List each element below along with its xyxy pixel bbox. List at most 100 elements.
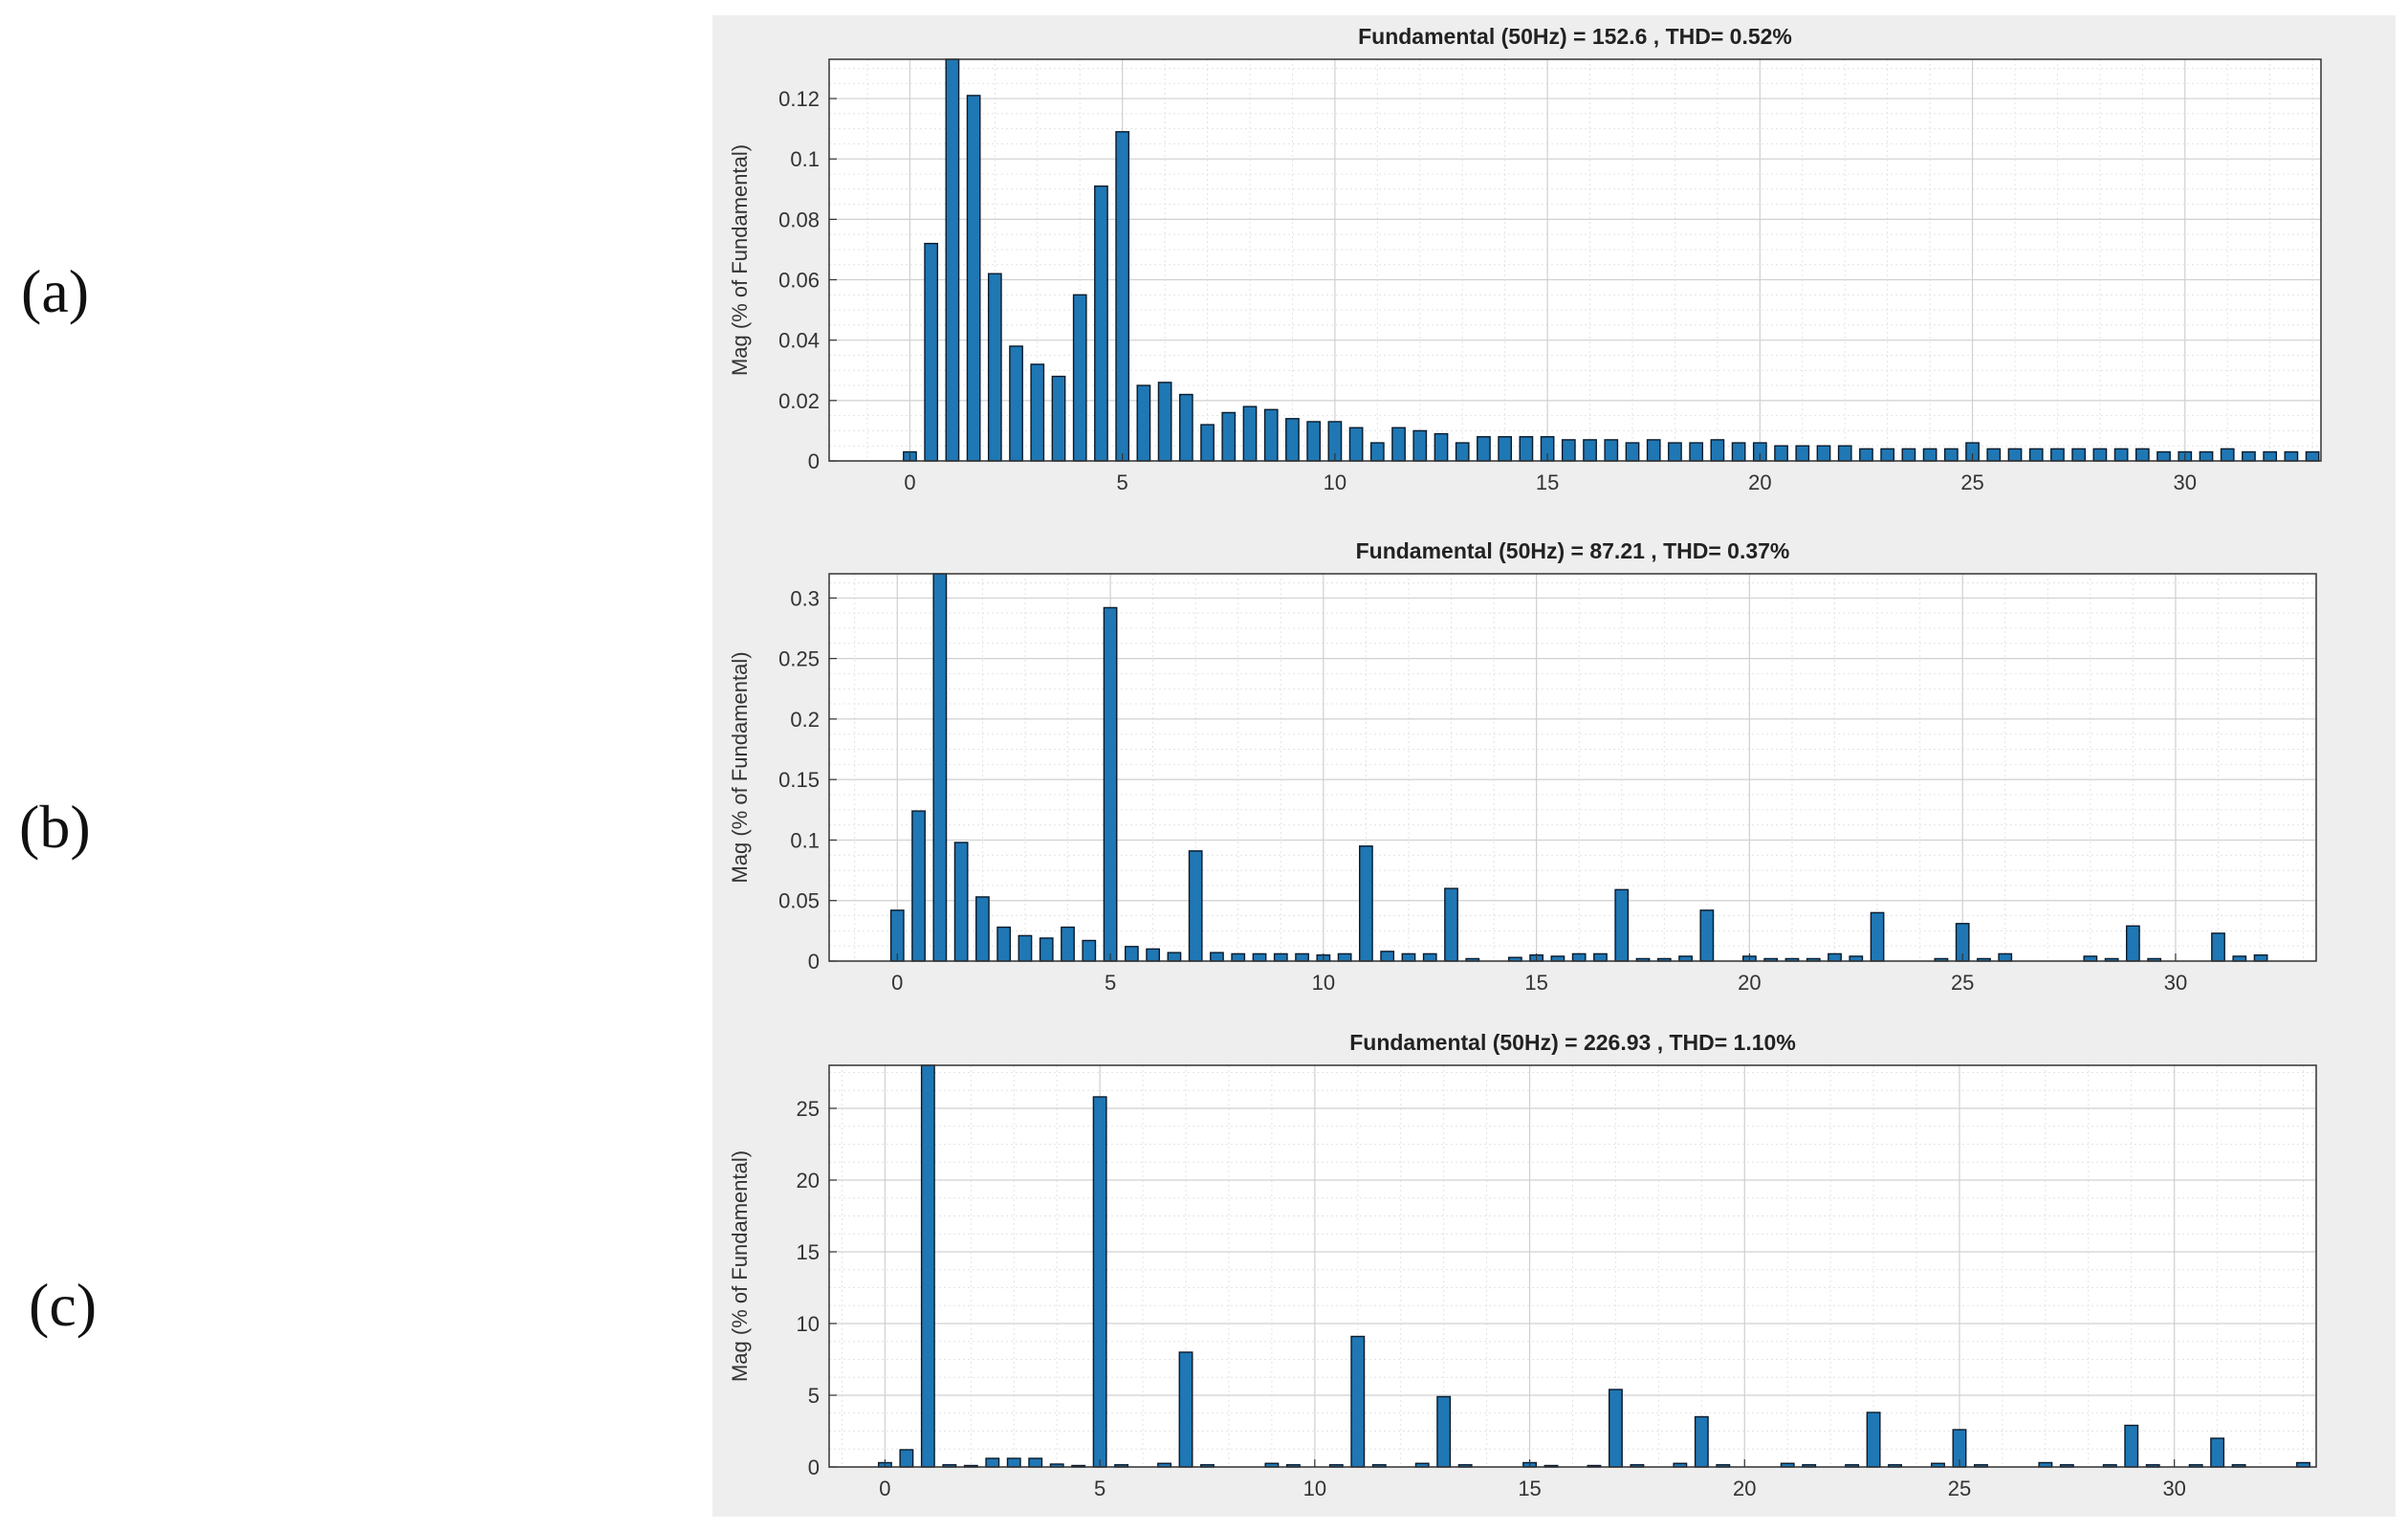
bar xyxy=(1200,424,1215,462)
bar xyxy=(1901,448,1916,462)
y-tick-label: 0.04 xyxy=(778,329,820,353)
bar xyxy=(1178,1351,1193,1468)
bar xyxy=(2007,448,2023,462)
bar xyxy=(2126,925,2140,962)
bar xyxy=(1136,384,1151,462)
y-tick-label: 0.15 xyxy=(778,768,820,792)
bar xyxy=(1614,888,1630,962)
bar xyxy=(1030,363,1045,462)
bar xyxy=(1028,1457,1043,1468)
bar xyxy=(1231,952,1246,962)
y-axis-label: Mag (% of Fundamental) xyxy=(728,651,752,883)
bar xyxy=(1061,926,1075,962)
bar xyxy=(2083,955,2098,962)
bar xyxy=(1178,393,1193,462)
y-tick-label: 0.12 xyxy=(778,87,820,111)
y-tick-label: 25 xyxy=(797,1097,820,1121)
bar xyxy=(987,273,1002,462)
y-tick-label: 0 xyxy=(808,950,820,974)
bar xyxy=(1094,185,1108,462)
bar xyxy=(1350,1335,1366,1468)
y-tick-label: 20 xyxy=(797,1169,820,1193)
bar xyxy=(911,810,926,962)
bar xyxy=(924,242,939,462)
bar xyxy=(1188,850,1203,962)
x-tick-label: 15 xyxy=(1518,1477,1541,1500)
x-tick-label: 5 xyxy=(1117,471,1128,494)
y-tick-label: 0.2 xyxy=(790,708,820,732)
bar xyxy=(1694,1415,1709,1468)
bar xyxy=(1699,909,1715,962)
chart-title: Fundamental (50Hz) = 226.93 , THD= 1.10% xyxy=(1349,1030,1796,1055)
bar xyxy=(1391,427,1406,462)
bar xyxy=(2211,932,2225,962)
bar xyxy=(1263,408,1279,462)
bar xyxy=(2156,450,2171,462)
bar xyxy=(1550,955,1565,962)
bar xyxy=(1710,439,1725,462)
bar xyxy=(1018,934,1033,962)
bar xyxy=(1604,439,1619,462)
bar xyxy=(2242,450,2256,462)
bar xyxy=(975,896,990,962)
axes-frame xyxy=(828,58,2322,462)
x-tick-label: 25 xyxy=(1948,1477,1971,1500)
bar xyxy=(1998,952,2013,962)
x-tick-label: 10 xyxy=(1303,1477,1326,1500)
y-tick-label: 0 xyxy=(808,449,820,473)
x-tick-label: 30 xyxy=(2164,971,2187,995)
bar xyxy=(2210,1437,2225,1468)
bar xyxy=(1422,952,1437,962)
bar xyxy=(1103,606,1118,962)
y-tick-label: 5 xyxy=(808,1384,820,1408)
y-tick-label: 0.08 xyxy=(778,208,820,231)
bar xyxy=(1412,429,1428,462)
bar xyxy=(1837,445,1852,462)
x-tick-label: 20 xyxy=(1733,1477,1756,1500)
bar xyxy=(1828,952,1842,962)
bar xyxy=(1583,439,1597,462)
bar xyxy=(1455,442,1470,462)
bar xyxy=(1625,442,1640,462)
bar xyxy=(2232,955,2247,962)
figure-window: 0 5 10 15 20 25 30 0 0.02 0.04 0.06 0.08 0.1 0.12 Fund… xyxy=(712,15,2396,1517)
bar xyxy=(953,842,969,962)
y-tick-label: 10 xyxy=(797,1312,820,1336)
bar xyxy=(2263,450,2278,462)
bar xyxy=(932,573,948,962)
bar xyxy=(1295,952,1309,962)
bar xyxy=(2305,450,2320,462)
bar xyxy=(1731,442,1746,462)
bar xyxy=(1115,131,1130,462)
bar xyxy=(920,1064,935,1468)
bar xyxy=(2071,448,2087,462)
bar xyxy=(1009,345,1023,462)
bar xyxy=(1646,439,1661,462)
bar xyxy=(1866,1412,1881,1468)
bar xyxy=(1082,939,1097,962)
y-tick-label: 0.1 xyxy=(790,147,820,171)
bar xyxy=(2199,450,2214,462)
bar xyxy=(1306,421,1322,462)
bar xyxy=(1609,1389,1623,1468)
y-tick-label: 0.05 xyxy=(778,889,820,913)
bar xyxy=(1051,375,1066,462)
x-tick-label: 30 xyxy=(2174,471,2197,494)
harmonic-spectrum-charts: 0 5 10 15 20 25 30 0 0.02 0.04 0.06 0.08 0.1 0.12 Fund… xyxy=(728,24,2322,1500)
x-tick-label: 15 xyxy=(1524,971,1547,995)
x-tick-label: 0 xyxy=(879,1477,890,1500)
panel-label-b: (b) xyxy=(19,793,91,861)
y-tick-label: 15 xyxy=(797,1240,820,1264)
bar xyxy=(2124,1424,2139,1468)
bar xyxy=(1380,951,1395,962)
bar xyxy=(1880,448,1895,462)
bar xyxy=(2050,448,2065,462)
bar xyxy=(1369,442,1385,462)
bar xyxy=(2253,953,2268,962)
bar xyxy=(1167,952,1182,962)
bar xyxy=(1273,952,1288,962)
chart-3: 0 5 10 15 20 25 30 0 5 10 15 20 25 Fundamental (50Hz)… xyxy=(728,1030,2317,1500)
panel-label-a: (a) xyxy=(21,257,90,325)
bar xyxy=(2284,450,2299,462)
x-tick-label: 0 xyxy=(904,471,915,494)
